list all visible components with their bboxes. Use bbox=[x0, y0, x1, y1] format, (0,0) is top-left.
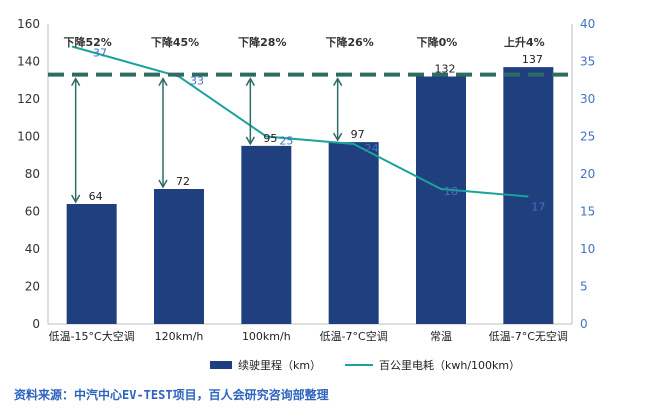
left-axis-tick-label: 60 bbox=[25, 205, 40, 219]
bar-value-label: 95 bbox=[263, 132, 277, 145]
category-label: 120km/h bbox=[155, 330, 204, 343]
right-axis-tick-label: 40 bbox=[580, 17, 595, 31]
change-label: 下降26% bbox=[325, 35, 373, 49]
arrow-head-up bbox=[245, 77, 255, 86]
bar-value-label: 137 bbox=[522, 53, 543, 66]
left-axis-tick-label: 140 bbox=[17, 55, 40, 69]
category-label: 100km/h bbox=[242, 330, 291, 343]
left-axis-tick-label: 0 bbox=[32, 317, 40, 331]
category-label: 低温-7°C空调 bbox=[320, 329, 388, 343]
category-label: 低温-15°C大空调 bbox=[49, 329, 135, 343]
change-label: 下降28% bbox=[238, 35, 286, 49]
range-bar bbox=[328, 142, 379, 324]
category-label: 常温 bbox=[430, 330, 452, 343]
arrow-head-down bbox=[245, 136, 255, 146]
left-axis-tick-label: 160 bbox=[17, 17, 40, 31]
right-axis-tick-label: 5 bbox=[580, 280, 588, 294]
bar-value-label: 72 bbox=[176, 175, 190, 188]
right-axis-tick-label: 10 bbox=[580, 242, 595, 256]
arrow-head-up bbox=[158, 77, 168, 86]
line-value-label: 18 bbox=[444, 185, 458, 198]
change-label: 下降0% bbox=[417, 35, 458, 49]
change-label: 下降45% bbox=[151, 35, 199, 49]
change-label: 上升4% bbox=[504, 35, 545, 49]
line-value-label: 25 bbox=[279, 135, 293, 148]
legend-bar-swatch bbox=[210, 361, 232, 369]
left-axis-tick-label: 20 bbox=[25, 280, 40, 294]
source-note: 资料来源：中汽中心EV-TEST项目，百人会研究咨询部整理 bbox=[14, 388, 329, 402]
right-axis-tick-label: 25 bbox=[580, 130, 595, 144]
change-label: 下降52% bbox=[63, 35, 111, 49]
legend-bar-label: 续驶里程（km） bbox=[238, 358, 321, 372]
range-bar bbox=[241, 145, 292, 324]
left-axis-tick-label: 80 bbox=[25, 167, 40, 181]
legend-line-label: 百公里电耗（kwh/100km） bbox=[379, 359, 520, 372]
arrow-head-up bbox=[71, 77, 81, 86]
arrow-head-down bbox=[71, 194, 81, 204]
left-axis-tick-label: 120 bbox=[17, 92, 40, 106]
line-value-label: 33 bbox=[190, 75, 204, 88]
right-axis-tick-label: 30 bbox=[580, 92, 595, 106]
line-value-label: 37 bbox=[93, 47, 107, 60]
arrow-head-up bbox=[333, 77, 343, 86]
bar-value-label: 132 bbox=[435, 63, 456, 76]
right-axis-tick-label: 35 bbox=[580, 55, 595, 69]
bar-value-label: 97 bbox=[351, 128, 365, 141]
chart-svg: 0 20 40 60 80 100 120 140 160 0 5 10 15 20 25 30 35 40 64 7… bbox=[17, 17, 595, 372]
bar-value-label: 64 bbox=[89, 190, 103, 203]
left-axis-tick-label: 100 bbox=[17, 130, 40, 144]
arrow-head-down bbox=[333, 132, 343, 142]
range-bar bbox=[154, 189, 204, 324]
arrow-head-down bbox=[158, 179, 168, 189]
range-bar bbox=[416, 76, 466, 324]
right-axis-tick-label: 0 bbox=[580, 317, 588, 331]
right-axis-tick-label: 20 bbox=[580, 167, 595, 181]
line-value-label: 17 bbox=[531, 201, 545, 214]
line-value-label: 24 bbox=[365, 142, 379, 155]
right-axis-tick-label: 15 bbox=[580, 205, 595, 219]
consumption-line bbox=[71, 45, 529, 198]
category-label: 低温-7°C无空调 bbox=[489, 329, 568, 343]
left-axis-tick-label: 40 bbox=[25, 242, 40, 256]
range-bar bbox=[66, 204, 117, 324]
